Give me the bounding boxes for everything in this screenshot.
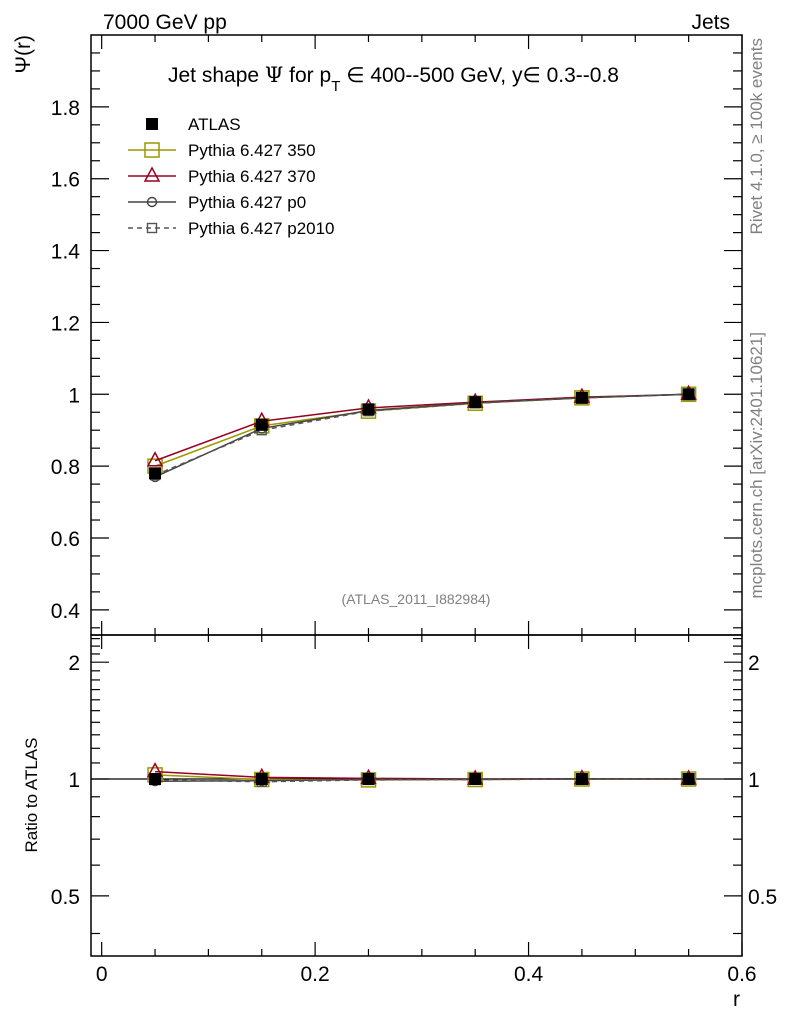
ratio-tick-label-right: 1 [748,769,760,792]
legend-marker-atlas [146,118,158,130]
tick-labels: 0 0.2 0.4 0.6 0.4 0.6 0.8 1 1.2 1.4 1.6 1.8 0.5 0.5 1 1… [51,97,777,986]
ratio-plot-frame [90,634,743,957]
legend-marker-pythia-6-427-350 [144,142,160,158]
ratio-tick-label: 1 [68,769,80,792]
ratio-point-atlas [362,773,375,786]
legend-label-pythia-6-427-p2010: Pythia 6.427 p2010 [188,219,335,238]
ratio-point-atlas [255,773,268,786]
y-tick-label: 1.8 [51,97,80,120]
data-point-pythia-6-427-370 [146,451,164,467]
chart-title-psi: Ψ [265,63,283,87]
legend-marker-pythia-6-427-p2010 [146,222,158,234]
chart-title-rest: ∈ 400--500 GeV, y∈ 0.3--0.8 [340,64,619,87]
ratio-tick-label: 2 [68,652,80,675]
x-axis-label: r [733,988,740,1011]
ratio-point-atlas [469,773,482,786]
data-point-atlas [255,418,268,431]
y-tick-label: 0.8 [51,456,80,479]
legend-marker-pythia-6-427-p0 [146,196,158,208]
legend-label-pythia-6-427-350: Pythia 6.427 350 [188,141,316,160]
x-tick-label: 0.2 [301,963,330,986]
chart-title-prefix: Jet shape [168,64,265,87]
ratio-point-atlas [149,773,162,786]
y-tick-label: 1.6 [51,169,80,192]
data-point-atlas [469,396,482,409]
side-label-mcplots: mcplots.cern.ch [arXiv:2401.10621] [747,332,766,598]
chart-title-mid: for p [283,64,331,87]
data-point-atlas [149,467,162,480]
series-line-pythia-6-427-370 [154,393,689,462]
x-tick-label: 0.4 [514,963,544,986]
data-point-atlas [575,391,588,404]
series-line-pythia-6-427-p0 [154,393,689,478]
header-right: Jets [691,11,730,34]
ratio-y-axis-label: Ratio to ATLAS [22,738,41,853]
y-tick-label: 0.4 [51,600,81,623]
data-point-atlas [362,403,375,416]
ratio-series-group [146,762,697,788]
header-left: 7000 GeV pp [103,11,227,34]
y-tick-label: 1.2 [51,312,80,335]
ratio-tick-label-right: 0.5 [748,886,777,909]
legend-label-pythia-6-427-370: Pythia 6.427 370 [188,167,316,186]
ratio-tick-label: 0.5 [51,886,80,909]
y-tick-label: 1.4 [51,241,81,264]
analysis-tag: (ATLAS_2011_I882984) [342,591,491,607]
y-axis-label: Ψ(r) [12,35,35,74]
y-tick-label: 0.6 [51,528,80,551]
x-tick-label: 0.6 [727,963,756,986]
y-tick-label: 1 [68,384,80,407]
main-series-group [146,384,697,483]
legend-label-atlas: ATLAS [188,115,241,134]
ratio-point-atlas [682,773,695,786]
ratio-tick-label-right: 2 [748,652,760,675]
data-point-atlas [682,388,695,401]
side-label-rivet: Rivet 4.1.0, ≥ 100k events [747,38,766,234]
ratio-point-atlas [575,773,588,786]
ratio-line-pythia-6-427-p2010 [155,778,689,783]
legend-label-pythia-6-427-p0: Pythia 6.427 p0 [188,193,306,212]
x-tick-label: 0 [96,963,108,986]
chart-title: Jet shape Ψ for pT ∈ 400--500 GeV, y∈ 0.… [168,63,619,95]
chart-title-sub: T [331,78,340,95]
legend-marker-pythia-6-427-370 [143,166,161,182]
legend: ATLAS Pythia 6.427 350 Pythia 6.427 370 Pyt… [128,115,335,238]
